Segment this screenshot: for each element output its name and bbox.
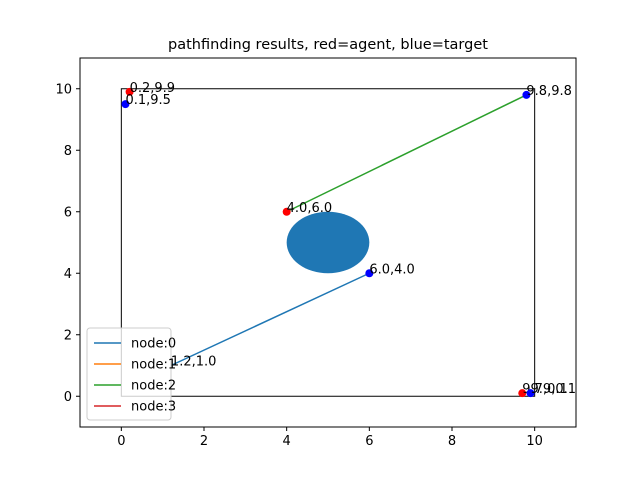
path-line-node-0 <box>170 272 370 367</box>
target-label-2: 6.0,4.0 <box>369 262 414 277</box>
legend: node:0 node:1 node:2 node:3 <box>86 327 176 421</box>
chart-title: pathfinding results, red=agent, blue=tar… <box>168 37 488 53</box>
legend-label-node-3: node:3 <box>131 400 176 415</box>
target-point-1 <box>522 90 531 99</box>
x-tick-label: 10 <box>526 434 543 449</box>
x-tick-label: 4 <box>283 434 291 449</box>
x-tick-label: 0 <box>117 434 125 449</box>
agent-label-2: 1.2,1.0 <box>171 355 216 370</box>
x-tick-label: 2 <box>200 434 208 449</box>
obstacle-ellipse <box>286 211 370 274</box>
x-tick-label: 6 <box>365 434 373 449</box>
agent-label-1: 4.0,6.0 <box>287 201 332 216</box>
axes-frame <box>79 57 577 428</box>
target-point-0 <box>121 100 130 109</box>
agent-label-0: 0.2,9.9 <box>130 81 175 96</box>
target-label-1: 9.8,9.8 <box>526 84 571 99</box>
y-tick-label: 4 <box>64 267 72 282</box>
legend-label-node-1: node:1 <box>131 358 176 373</box>
legend-label-node-0: node:0 <box>131 337 176 352</box>
legend-box <box>86 327 172 421</box>
path-line-node-2 <box>286 94 527 213</box>
y-tick-label: 2 <box>64 328 72 343</box>
y-tick-label: 10 <box>55 82 72 97</box>
y-tick-label: 6 <box>64 205 72 220</box>
plot-area: 0.2,9.94.0,6.01.2,1.09.7,0.10.1,9.59.8,9… <box>120 81 576 398</box>
legend-label-node-2: node:2 <box>131 379 176 394</box>
target-label-0: 0.1,9.5 <box>125 93 170 108</box>
agent-point-3 <box>518 389 527 398</box>
y-tick-label: 0 <box>64 390 72 405</box>
target-label-3: 9.9,0.1 <box>531 382 576 397</box>
agent-point-0 <box>125 87 134 96</box>
target-point-2 <box>365 269 374 278</box>
agent-point-1 <box>282 207 291 216</box>
x-tick-label: 8 <box>448 434 456 449</box>
y-tick-label: 8 <box>64 144 72 159</box>
target-point-3 <box>526 389 535 398</box>
boundary-rectangle <box>120 88 536 397</box>
axis-ticks: 0 2 4 6 8 10 0 2 4 6 8 10 <box>55 82 542 449</box>
